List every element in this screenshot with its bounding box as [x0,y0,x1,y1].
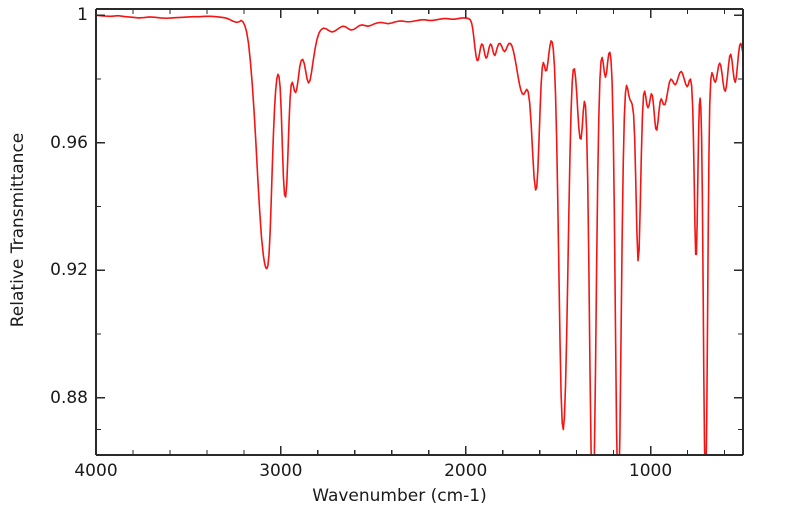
y-tick-label: 0.92 [50,260,88,281]
spectrum-line-group [96,14,743,455]
y-axis-title: Relative Transmittance [8,132,28,328]
spectrum-line [96,14,743,455]
x-tick-label: 4000 [74,461,118,481]
x-tick-label: 1000 [628,461,673,481]
x-tick-label: 2000 [444,461,488,481]
x-tick-label: 3000 [259,461,303,481]
axis-frame [95,8,744,456]
y-tick-label: 1 [77,5,88,26]
x-axis-title: Wavenumber (cm-1) [312,486,487,506]
y-tick-label: 0.88 [50,387,88,408]
y-tick-label: 0.96 [50,132,88,153]
